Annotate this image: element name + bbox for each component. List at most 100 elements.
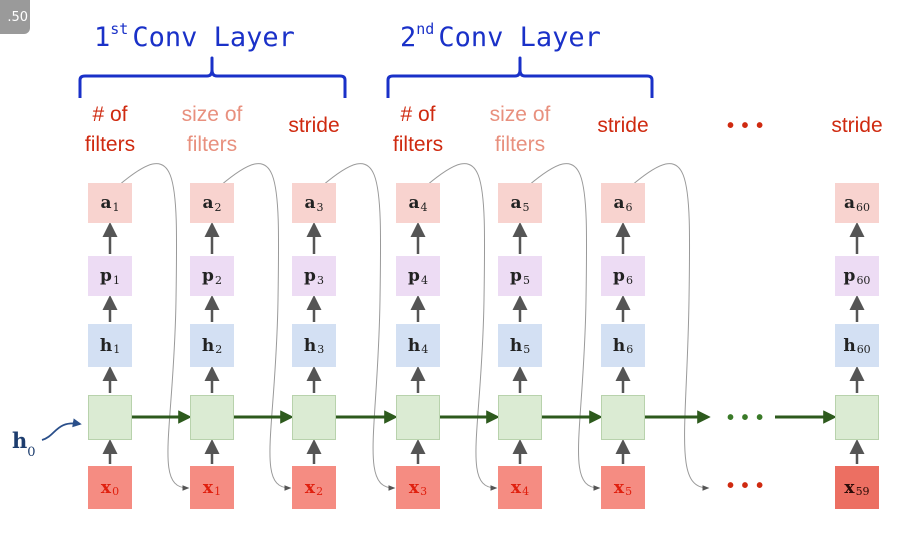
param-label-line: filters <box>392 133 444 156</box>
action-box-symbol: a <box>843 193 855 213</box>
prob-box-subscript: 5 <box>522 273 530 287</box>
param-label-line: size of <box>181 103 243 126</box>
conv-layer-2-text: Conv Layer <box>438 22 601 53</box>
hidden-box-symbol: h <box>509 335 523 356</box>
action-box-symbol: a <box>510 193 522 213</box>
rnn-cell <box>396 395 440 440</box>
prob-box-subscript: 4 <box>420 273 428 287</box>
param-label-line: stride <box>288 114 340 137</box>
prob-box-subscript: 1 <box>112 273 120 287</box>
hidden-box-subscript: 1 <box>113 343 121 356</box>
conv-layer-1-suffix: st <box>110 20 129 38</box>
corner-badge: .50 <box>0 0 30 34</box>
rnn-cell <box>835 395 879 440</box>
action-box-subscript: 4 <box>420 200 428 214</box>
feedback-connector <box>321 163 396 491</box>
hidden-box: h 60 <box>835 324 879 367</box>
rnn-cell <box>88 395 132 440</box>
input-box: x 59 <box>835 466 879 509</box>
conv-layer-2-suffix: nd <box>416 20 435 38</box>
param-label: stride <box>573 111 673 141</box>
ellipsis-inputs: • • • <box>727 475 765 497</box>
hidden-box-subscript: 2 <box>215 343 223 356</box>
feedback-connector <box>630 163 710 491</box>
hidden-box-symbol: h <box>612 335 626 356</box>
conv-layer-1-ordinal: 1 <box>94 22 111 53</box>
rnn-cell <box>601 395 645 440</box>
prob-box-symbol: p <box>843 266 856 286</box>
prob-box-symbol: p <box>408 266 420 286</box>
ellipsis-cells: • • • <box>727 407 765 429</box>
conv-layer-1-text: Conv Layer <box>132 22 295 53</box>
input-box-subscript: 2 <box>316 485 324 498</box>
feedback-connector <box>117 163 190 491</box>
conv-layer-2-brace <box>386 56 654 98</box>
param-label: size of filters <box>470 100 570 160</box>
prob-box-symbol: p <box>304 266 316 286</box>
input-box-symbol: x <box>613 477 625 498</box>
action-box-symbol: a <box>408 193 420 213</box>
conv-layer-2-ordinal: 2 <box>400 22 417 53</box>
rnn-cell <box>292 395 336 440</box>
conv-layer-2-title: 2nd Conv Layer <box>400 20 601 53</box>
hidden-box-symbol: h <box>303 335 317 356</box>
feedback-connector <box>527 163 601 491</box>
rnn-cell <box>190 395 234 440</box>
param-label-line: size of <box>489 103 551 126</box>
input-box-subscript: 0 <box>112 485 120 498</box>
hidden-box-symbol: h <box>843 335 856 356</box>
prob-box-subscript: 2 <box>214 273 222 287</box>
h0-subscript: 0 <box>27 445 36 461</box>
action-box-symbol: a <box>613 193 625 213</box>
feedback-connector <box>219 163 292 491</box>
prob-box-subscript: 6 <box>625 273 633 287</box>
hidden-box-symbol: h <box>201 335 215 356</box>
hidden-box-subscript: 4 <box>421 343 429 356</box>
prob-box-symbol: p <box>100 266 112 286</box>
prob-box-symbol: p <box>202 266 214 286</box>
hidden-box-subscript: 6 <box>626 343 634 356</box>
prob-box-symbol: p <box>510 266 522 286</box>
hidden-box-symbol: h <box>407 335 421 356</box>
action-box-subscript: 3 <box>316 200 324 214</box>
h0-symbol: h <box>12 428 28 453</box>
param-label: # of filters <box>368 100 468 160</box>
action-box-symbol: a <box>100 193 112 213</box>
param-label-line: stride <box>831 114 883 137</box>
action-box-subscript: 2 <box>214 200 222 214</box>
input-box-symbol: x <box>304 477 316 498</box>
conv-layer-1-title: 1st Conv Layer <box>94 20 295 53</box>
hidden-box-subscript: 60 <box>856 343 871 356</box>
input-box-subscript: 59 <box>855 485 870 498</box>
input-box-subscript: 5 <box>625 485 633 498</box>
input-box-subscript: 3 <box>420 485 428 498</box>
prob-box-subscript: 60 <box>856 273 871 287</box>
action-box-symbol: a <box>304 193 316 213</box>
action-box-symbol: a <box>202 193 214 213</box>
prob-box: p 60 <box>835 256 879 296</box>
hidden-box-subscript: 3 <box>317 343 325 356</box>
rnn-cell <box>498 395 542 440</box>
action-box-subscript: 6 <box>625 200 633 214</box>
action-box-subscript: 60 <box>856 200 870 214</box>
input-box-subscript: 4 <box>522 485 530 498</box>
